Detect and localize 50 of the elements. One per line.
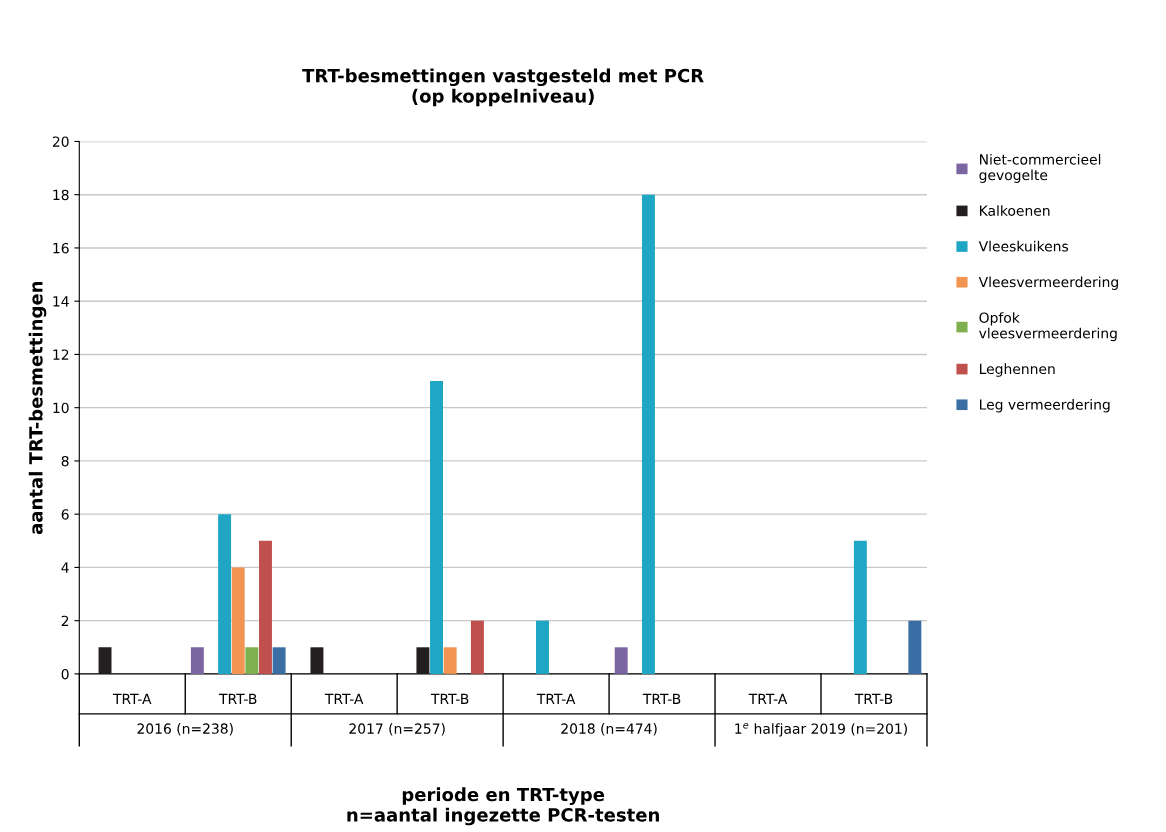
bar [231,567,245,674]
bar [536,620,549,674]
x-tick-label: TRT-B [219,693,257,704]
chart-title: TRT-besmettingen vastgesteld met PCR (op koppelniveau) [302,68,704,107]
legend-label: Opfok vleesvermeerdering [979,312,1117,342]
bar [470,620,484,674]
text: 2018 (n=474) [561,723,657,736]
bar [98,647,112,674]
bar [416,647,430,674]
legend-label: Kalkoenen [980,205,1050,216]
bar [190,647,204,674]
text: 2017 (n=257) [349,723,445,736]
y-tick-label: 10 [53,402,69,414]
x-axis-title: periode en TRT-type n=aantal ingezette PCR-testen [347,787,659,826]
bar [218,514,232,674]
legend-label: Vleesvermeerdering [978,276,1118,290]
y-tick-label: 6 [61,509,69,520]
x-tick-label: TRT-A [536,693,576,704]
x-tick-label: TRT-A [748,693,788,704]
x-tick-label: TRT-A [112,693,152,704]
bar [272,647,286,674]
y-tick-label: 4 [61,562,69,573]
x-tick-label: TRT-A [324,693,364,704]
legend-label: Leghennen [980,363,1055,377]
y-tick-label: 0 [61,668,69,680]
legend-label: Vleeskuikens [978,240,1069,252]
legend-label: Leg vermeerdering [980,399,1110,413]
y-tick-label: 8 [61,455,69,467]
bar [641,194,655,674]
text: 1$^{e}$ halfjaar 2019 (n=201) [735,722,907,737]
bar [259,540,272,674]
y-tick-label: 14 [53,296,69,307]
y-tick-label: 18 [53,189,69,201]
bar [310,647,324,674]
bar [430,381,443,674]
x-tick-label: TRT-B [854,693,893,704]
y-tick-label: 16 [53,242,69,254]
x-tick-label: TRT-B [642,693,681,704]
x-tick-label: TRT-B [430,693,469,704]
bar [443,647,457,674]
bar [245,647,259,674]
legend-label: Niet-commercieel gevogelte [979,153,1101,183]
text: 2016 (n=238) [137,723,233,736]
y-tick-label: 12 [53,349,69,360]
bar [908,620,922,674]
bar [853,540,867,674]
y-tick-label: 20 [52,136,69,147]
y-axis-title: aantal TRT-besmettingen [28,281,47,535]
bar [614,647,628,674]
y-tick-label: 2 [61,615,69,626]
